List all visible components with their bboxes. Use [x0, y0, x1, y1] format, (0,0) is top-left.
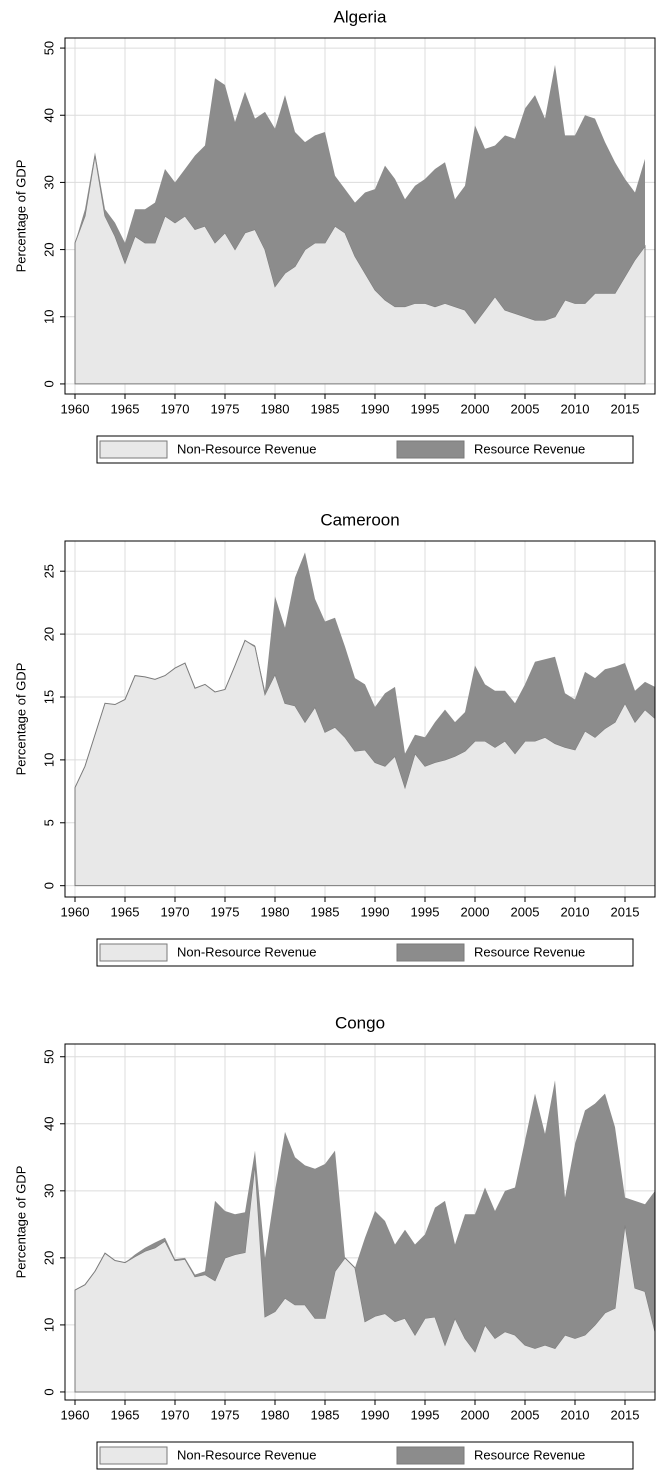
y-tick-label: 50	[41, 41, 56, 55]
legend-swatch	[99, 1446, 168, 1465]
legend-swatch	[99, 440, 168, 459]
x-tick-label: 1975	[211, 1407, 240, 1422]
y-tick-label: 20	[41, 627, 56, 641]
legend-box	[96, 938, 634, 967]
y-tick-label: 30	[41, 175, 56, 189]
x-tick-label: 1995	[411, 904, 440, 919]
y-tick-label: 25	[41, 564, 56, 578]
y-axis-label: Percentage of GDP	[13, 160, 28, 273]
x-tick-label: 1970	[161, 1407, 190, 1422]
y-tick-label: 0	[41, 380, 56, 387]
legend-swatch	[99, 943, 168, 962]
x-tick-label: 2010	[561, 1407, 590, 1422]
x-tick-label: 2015	[611, 401, 640, 416]
plot-frame	[64, 540, 656, 898]
area	[75, 64, 645, 324]
chart-title: Congo	[335, 1013, 385, 1032]
x-tick-label: 2000	[461, 904, 490, 919]
y-tick-label: 40	[41, 108, 56, 122]
y-tick-label: 10	[41, 310, 56, 324]
y-axis-label: Percentage of GDP	[13, 1166, 28, 1279]
y-axis-label: Percentage of GDP	[13, 663, 28, 776]
x-tick-label: 2015	[611, 1407, 640, 1422]
x-tick-label: 1995	[411, 1407, 440, 1422]
y-tick-label: 30	[41, 1184, 56, 1198]
legend-label: Non-Resource Revenue	[177, 944, 316, 959]
x-tick-label: 1990	[361, 401, 390, 416]
chart-title: Algeria	[334, 7, 387, 26]
x-tick-label: 1990	[361, 904, 390, 919]
x-tick-label: 2010	[561, 401, 590, 416]
x-tick-label: 1970	[161, 401, 190, 416]
x-tick-label: 2000	[461, 401, 490, 416]
x-tick-label: 1965	[111, 401, 140, 416]
x-tick-label: 1985	[311, 904, 340, 919]
legend-swatch	[396, 440, 465, 459]
legend-swatch	[396, 1446, 465, 1465]
y-tick-label: 40	[41, 1117, 56, 1131]
x-tick-label: 1985	[311, 1407, 340, 1422]
x-tick-label: 1975	[211, 401, 240, 416]
x-tick-label: 2000	[461, 1407, 490, 1422]
x-tick-label: 1985	[311, 401, 340, 416]
panel: Algeria Percentage of GDP 1960 1965 1970 1975…	[13, 7, 656, 464]
x-tick-label: 1965	[111, 904, 140, 919]
x-tick-label: 1960	[61, 401, 90, 416]
area	[74, 639, 656, 887]
x-tick-label: 1960	[61, 1407, 90, 1422]
y-tick-label: 50	[41, 1050, 56, 1064]
x-tick-label: 1970	[161, 904, 190, 919]
x-tick-label: 2005	[511, 1407, 540, 1422]
x-tick-label: 1980	[261, 904, 290, 919]
y-tick-label: 20	[41, 1251, 56, 1265]
y-tick-label: 0	[41, 882, 56, 889]
y-tick-label: 15	[41, 690, 56, 704]
x-tick-label: 1965	[111, 1407, 140, 1422]
x-tick-label: 2005	[511, 401, 540, 416]
legend-label: Resource Revenue	[474, 944, 585, 959]
legend-label: Resource Revenue	[474, 1447, 585, 1462]
plot-frame	[64, 1043, 656, 1401]
x-tick-label: 1995	[411, 401, 440, 416]
x-tick-label: 1990	[361, 1407, 390, 1422]
x-tick-label: 1975	[211, 904, 240, 919]
legend-label: Non-Resource Revenue	[177, 1447, 316, 1462]
panel: Cameroon Percentage of GDP 1960 1965 1970 197…	[13, 510, 656, 967]
x-tick-label: 2015	[611, 904, 640, 919]
area	[75, 552, 655, 788]
area	[75, 1080, 655, 1352]
y-tick-label: 10	[41, 753, 56, 767]
legend-label: Resource Revenue	[474, 441, 585, 456]
y-tick-label: 0	[41, 1388, 56, 1395]
y-tick-label: 20	[41, 242, 56, 256]
legend-box	[96, 435, 634, 464]
x-tick-label: 1960	[61, 904, 90, 919]
y-tick-label: 5	[41, 819, 56, 826]
x-tick-label: 1980	[261, 1407, 290, 1422]
legend-swatch	[396, 943, 465, 962]
legend-label: Non-Resource Revenue	[177, 441, 316, 456]
x-tick-label: 2010	[561, 904, 590, 919]
x-tick-label: 1980	[261, 401, 290, 416]
y-tick-label: 10	[41, 1318, 56, 1332]
panel: Congo Percentage of GDP 1960 1965 1970 1975 19…	[13, 1013, 656, 1470]
legend-box	[96, 1441, 634, 1470]
chart-title: Cameroon	[320, 510, 399, 529]
plot-frame	[64, 37, 656, 395]
x-tick-label: 2005	[511, 904, 540, 919]
